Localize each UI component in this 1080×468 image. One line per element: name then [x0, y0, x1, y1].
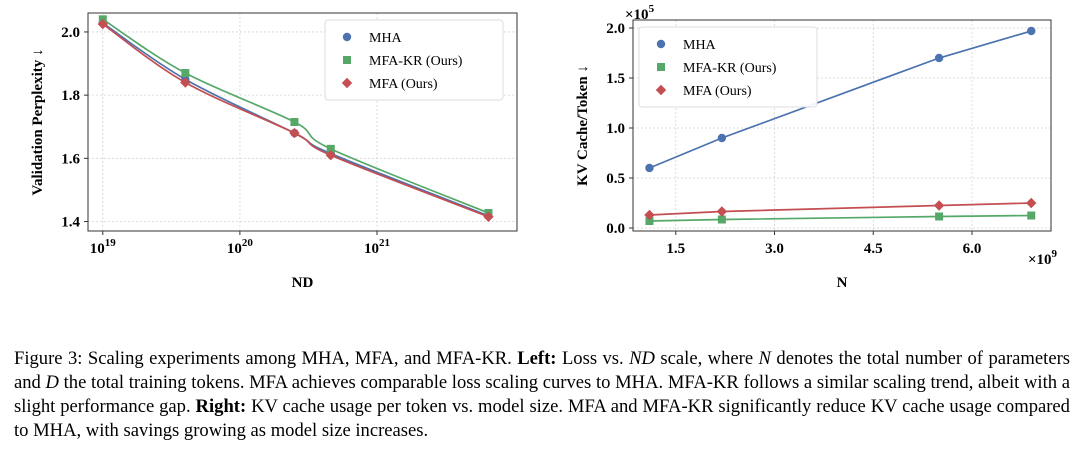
chart1-yaxis-label: Validation Perplexity ↓: [30, 49, 46, 196]
chart2-series-2-point-1: [716, 206, 728, 217]
chart1-legend-label-2: MFA (Ours): [369, 77, 438, 92]
figure-caption: Figure 3: Scaling experiments among MHA,…: [14, 347, 1070, 443]
chart2-series-1-point-3: [1027, 211, 1036, 220]
chart2-xaxis-label: N: [837, 275, 848, 291]
caption-text-6: KV cache usage per token vs. model size.…: [14, 395, 1070, 441]
chart1-xtick-label-1: 1020: [227, 237, 254, 257]
caption-text-3: scale, where: [654, 347, 759, 369]
chart1-series-1-point-2: [290, 118, 299, 126]
chart2-legend-marker-0: [656, 39, 666, 49]
chart2-yaxis-label: KV Cache/Token ↓: [575, 65, 591, 186]
chart2-series-2-point-2: [933, 200, 945, 211]
chart1-series-2-point-3: [325, 149, 336, 161]
chart2-legend-box: [638, 26, 818, 108]
chart2-xtick-label-2: 4.5: [864, 241, 883, 257]
chart2-legend-marker-2: [655, 84, 667, 96]
chart2-xtick-label-3: 6.0: [963, 241, 982, 257]
chart2-ytick-label-4: 2.0: [606, 21, 625, 37]
chart2-series-2-point-0: [644, 209, 655, 221]
chart2-series-0-point-2: [934, 53, 944, 63]
chart2-ytick-label-2: 1.0: [606, 121, 625, 137]
chart1-legend-marker-0: [342, 32, 352, 42]
chart1-legend-label-1: MFA-KR (Ours): [369, 54, 463, 69]
caption-text-1: Figure 3: Scaling experiments among MHA,…: [14, 347, 518, 369]
caption-text-2: Loss vs.: [556, 347, 630, 369]
chart2-ytick-label-0: 0.0: [606, 221, 625, 237]
chart1-series-2-point-1: [180, 77, 191, 88]
chart2-xtick-label-0: 1.5: [666, 241, 685, 257]
caption-right-label: Right:: [195, 395, 247, 417]
chart2-series-0-point-1: [717, 133, 727, 143]
chart1-legend-label-0: MHA: [369, 31, 403, 46]
chart2-series-1-point-1: [717, 215, 726, 224]
chart1-xaxis-label: ND: [292, 275, 314, 291]
chart2-legend-label-2: MFA (Ours): [683, 84, 752, 99]
chart1-axes-frame: [87, 12, 518, 232]
chart2-series-1-point-0: [645, 217, 654, 225]
chart2-ytick-label-3: 1.5: [606, 71, 625, 87]
chart1-legend-marker-2: [341, 77, 353, 89]
chart1-legend-marker-1: [343, 56, 351, 64]
chart2-x-multiplier: ×109: [1028, 248, 1058, 268]
chart1-ytick-label-0: 1.4: [61, 215, 80, 231]
caption-left-label: Left:: [517, 347, 557, 369]
chart1-ytick-label-2: 1.8: [61, 88, 80, 104]
chart2-series-line-2: [649, 202, 1032, 216]
chart1-xtick-label-2: 1021: [364, 237, 390, 257]
caption-var-nd: ND: [629, 347, 655, 369]
chart1-legend-box: [324, 19, 504, 101]
chart1-xtick-label-0: 1019: [90, 237, 117, 257]
chart1-ytick-label-1: 1.6: [61, 151, 80, 167]
chart2-series-line-0: [649, 30, 1032, 169]
chart1-series-2-point-4: [483, 211, 494, 222]
caption-var-d: D: [45, 371, 59, 393]
chart2-series-0-point-3: [1027, 26, 1036, 36]
chart2-ytick-label-1: 0.5: [606, 171, 625, 187]
chart1-series-2-point-2: [289, 127, 300, 139]
chart2-series-1-point-2: [935, 212, 944, 221]
chart2-series-line-1: [649, 214, 1032, 222]
chart1-series-1-point-3: [326, 144, 335, 153]
chart2-y-multiplier: ×105: [625, 3, 655, 23]
caption-text-4: denotes the total number of parameters a…: [14, 347, 1070, 393]
chart1-series-1-point-1: [181, 69, 190, 78]
chart2-legend-marker-1: [657, 63, 665, 71]
chart1-ytick-label-3: 2.0: [61, 25, 80, 41]
charts-canvas: 1019 1020 1021 1.4 1.6 1.8 2.0 ND Validation Per…: [30, 3, 1058, 291]
chart2-xtick-label-1: 3.0: [765, 241, 784, 257]
chart2-legend-label-1: MFA-KR (Ours): [683, 61, 777, 76]
chart1-series-2-point-0: [97, 18, 108, 30]
chart2-legend-label-0: MHA: [683, 38, 717, 53]
caption-text-5: the total training tokens. MFA achieves …: [14, 371, 1070, 417]
chart2-axes-frame: [632, 19, 1052, 232]
chart2-series-2-point-3: [1026, 197, 1037, 209]
caption-var-n: N: [758, 347, 771, 369]
chart2-series-0-point-0: [645, 163, 654, 173]
